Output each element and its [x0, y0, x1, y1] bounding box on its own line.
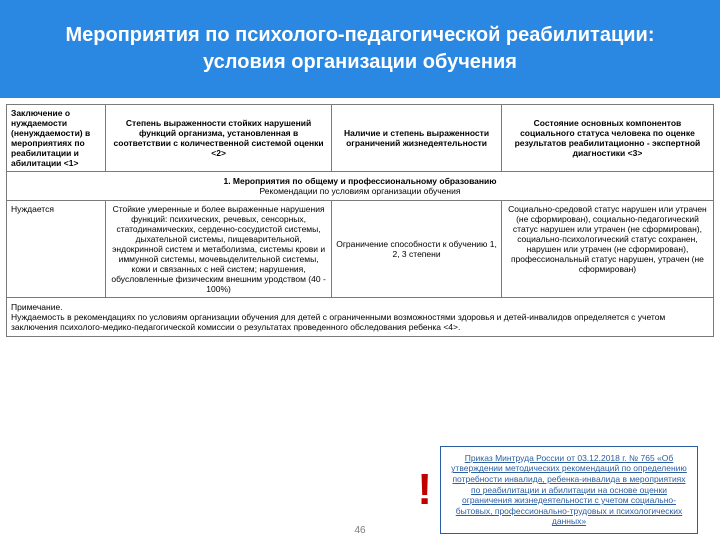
decree-link[interactable]: Приказ Минтруда России от 03.12.2018 г. …: [440, 446, 698, 534]
cell-severity: Стойкие умеренные и более выраженные нар…: [105, 201, 331, 298]
col-header-1: Заключение о нуждаемости (ненуждаемости)…: [7, 105, 106, 172]
cell-limitation: Ограничение способности к обучению 1, 2,…: [332, 201, 502, 298]
table-header-row: Заключение о нуждаемости (ненуждаемости)…: [7, 105, 714, 172]
col-header-4: Состояние основных компонентов социально…: [501, 105, 713, 172]
slide: Мероприятия по психолого-педагогической …: [0, 0, 720, 540]
col-header-3: Наличие и степень выраженности ограничен…: [332, 105, 502, 172]
rehab-table: Заключение о нуждаемости (ненуждаемости)…: [6, 104, 714, 337]
exclaim-icon: !: [417, 468, 432, 512]
table-row: Нуждается Стойкие умеренные и более выра…: [7, 201, 714, 298]
footer: ! Приказ Минтруда России от 03.12.2018 г…: [0, 446, 720, 534]
cell-status: Социально-средовой статус нарушен или ут…: [501, 201, 713, 298]
page-title: Мероприятия по психолого-педагогической …: [40, 22, 680, 76]
title-banner: Мероприятия по психолого-педагогической …: [0, 0, 720, 98]
section-heading: 1. Мероприятия по общему и профессиональ…: [11, 176, 709, 186]
col-header-2: Степень выраженности стойких нарушений ф…: [105, 105, 331, 172]
section-row: 1. Мероприятия по общему и профессиональ…: [7, 172, 714, 201]
note-row: Примечание. Нуждаемость в рекомендациях …: [7, 298, 714, 337]
decree-callout: ! Приказ Минтруда России от 03.12.2018 г…: [417, 446, 698, 534]
note-cell: Примечание. Нуждаемость в рекомендациях …: [7, 298, 714, 337]
page-number: 46: [354, 525, 365, 536]
cell-need: Нуждается: [7, 201, 106, 298]
section-subheading: Рекомендации по условиям организации обу…: [11, 186, 709, 196]
table-container: Заключение о нуждаемости (ненуждаемости)…: [0, 98, 720, 337]
